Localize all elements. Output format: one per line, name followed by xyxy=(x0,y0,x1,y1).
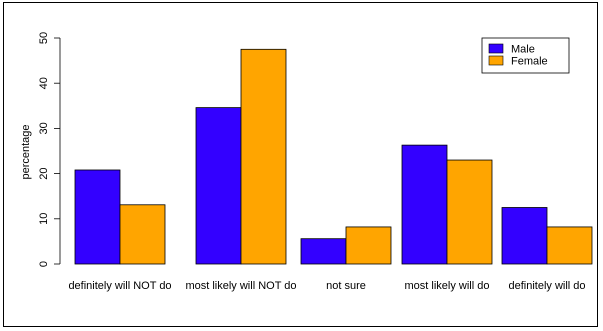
x-category-label: most likely will NOT do xyxy=(185,280,296,292)
legend-swatch-male xyxy=(488,43,504,54)
y-tick-label: 0 xyxy=(38,261,50,267)
y-axis-label: percentage xyxy=(20,124,32,179)
x-category-label: definitely will NOT do xyxy=(68,280,171,292)
bar-male-5 xyxy=(501,207,548,265)
y-tick-label: 10 xyxy=(38,213,50,225)
x-category-label: most likely will do xyxy=(405,280,490,292)
x-category-label: not sure xyxy=(326,280,366,292)
bar-male-3 xyxy=(300,238,347,265)
bar-female-1 xyxy=(119,204,166,265)
y-tick-label: 30 xyxy=(38,122,50,134)
y-tick-label: 20 xyxy=(38,167,50,179)
y-tick-label: 50 xyxy=(38,32,50,44)
bar-female-4 xyxy=(446,159,493,265)
bar-male-1 xyxy=(74,169,121,265)
y-tick-label: 40 xyxy=(38,77,50,89)
x-axis-labels: definitely will NOT do most likely will N… xyxy=(68,280,585,292)
bar-female-3 xyxy=(345,226,392,265)
y-axis: 0 10 20 30 40 50 xyxy=(38,32,61,267)
legend-label-male: Male xyxy=(511,44,535,56)
legend-swatch-female xyxy=(488,55,504,66)
bars-group xyxy=(74,48,593,265)
bar-female-2 xyxy=(240,48,287,265)
bar-male-4 xyxy=(401,144,448,265)
bar-male-2 xyxy=(195,107,242,265)
bar-female-5 xyxy=(546,226,593,265)
x-category-label: definitely will do xyxy=(508,280,585,292)
legend-label-female: Female xyxy=(511,56,548,68)
